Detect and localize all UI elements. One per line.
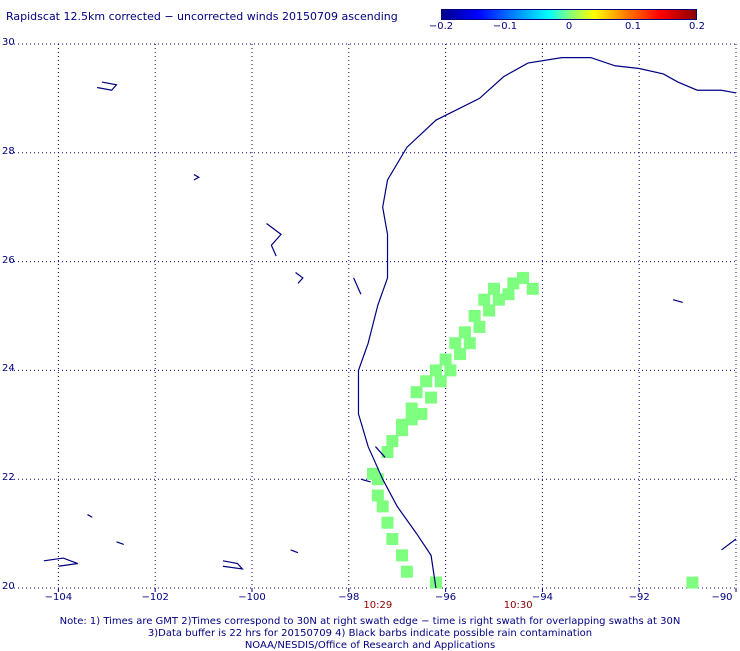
swath-cell [449,337,462,350]
swath-cell [439,353,452,366]
latitude-label: 30 [2,37,15,48]
longitude-label: −92 [628,592,650,603]
swath-cell [415,407,428,420]
swath-time-label: 10:29 [363,600,393,611]
swath-cell [526,282,539,295]
swath-cell [396,424,409,437]
map-title: Rapidscat 12.5km corrected − uncorrected… [6,10,398,23]
swath-cell [502,288,515,301]
longitude-label: −94 [531,592,553,603]
latitude-label: 28 [2,145,15,157]
colorbar-tick-label: 0.1 [625,21,641,32]
note-line-3: NOAA/NESDIS/Office of Research and Appli… [244,640,496,651]
map-frame [10,44,736,588]
colorbar-tick-label: 0.2 [689,21,705,32]
lake-outline [721,538,737,551]
lake-outline [87,514,93,518]
longitude-label: −102 [141,592,169,603]
swath-cell [517,271,530,284]
lake-outline [290,549,299,554]
swath-cell [444,364,457,377]
swath-cell [376,500,389,513]
colorbar [441,9,697,20]
swath-cell [488,282,500,295]
latitude-label: 26 [2,254,15,266]
swath-cell [434,375,447,388]
swath-cell [492,293,505,306]
lake-outline [374,446,386,458]
swath-cell [473,320,486,333]
swath-cell [425,391,438,404]
swath-cell [405,413,418,426]
swath-cell [420,375,433,388]
colorbar-tick-label: −0.1 [492,21,518,32]
note-line-1: Note: 1) Times are GMT 2)Times correspon… [59,616,681,627]
swath-cell [396,549,409,562]
lake-outline [360,478,371,483]
coastline [43,56,737,589]
swath-cell [386,533,399,546]
swath-cell [463,337,476,350]
longitude-label: −96 [435,592,457,603]
lake-outline [97,81,118,91]
swath-time-label: 10:30 [503,600,533,611]
lake-outline [353,277,362,295]
lake-outline [222,560,244,570]
swath-cell [410,386,423,399]
lake-outline [193,174,200,181]
longitude-label: −98 [338,592,360,603]
lake-outline [116,541,124,546]
longitude-label: −100 [238,592,266,603]
colorbar-tick-label: −0.2 [428,21,454,32]
longitude-label: −90 [711,592,733,603]
note-line-2: 3)Data buffer is 22 hrs for 20150709 4) … [147,628,593,639]
lake-outline [43,557,78,567]
swath-cell [686,576,699,589]
wind-swath [367,271,699,589]
latitude-label: 22 [2,472,15,484]
swath-cell [371,489,384,502]
gulf-coastline [357,56,737,589]
swath-cell [454,348,467,361]
lake-outline [672,299,683,303]
swath-cell [458,326,471,339]
swath-cell [478,293,491,306]
colorbar-tick-label: 0 [565,21,573,32]
swath-cell [429,576,442,589]
graticule [10,43,737,592]
swath-cell [405,402,418,415]
swath-cell [381,446,394,458]
longitude-label: −104 [44,592,73,603]
swath-cell [400,565,413,578]
swath-cell [429,364,442,377]
latitude-label: 20 [2,581,15,592]
swath-cell [381,516,394,529]
swath-cell [483,304,496,317]
latitude-label: 24 [2,363,15,375]
lake-outline [295,271,304,284]
swath-cell [468,310,481,322]
swath-cell [386,435,399,448]
lake-outline [266,223,282,257]
swath-cell [507,277,520,290]
